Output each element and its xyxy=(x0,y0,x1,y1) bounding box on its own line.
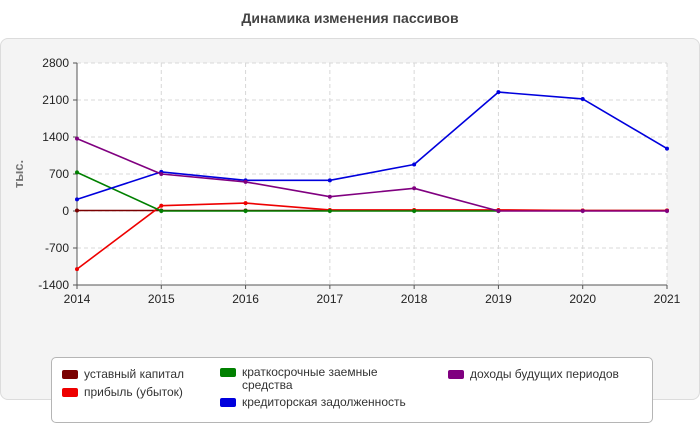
data-point[interactable] xyxy=(75,170,79,175)
x-tick-label: 2021 xyxy=(654,292,681,306)
y-tick-label: 2800 xyxy=(42,56,69,70)
data-point[interactable] xyxy=(75,208,79,213)
data-point[interactable] xyxy=(75,267,79,272)
legend-label: уставный капитал xyxy=(84,367,184,381)
series-line-4 xyxy=(76,137,667,212)
data-point[interactable] xyxy=(243,179,248,184)
y-tick-label: 2100 xyxy=(42,93,69,107)
data-point[interactable] xyxy=(327,194,332,199)
legend-label: кредиторская задолженность xyxy=(242,395,406,409)
data-point[interactable] xyxy=(243,201,248,206)
data-point[interactable] xyxy=(412,209,417,213)
data-point[interactable] xyxy=(496,209,501,213)
y-tick-label: -1400 xyxy=(38,278,69,292)
legend-swatch-pribyl-ubytok xyxy=(62,388,78,397)
data-point[interactable] xyxy=(243,209,248,213)
data-point[interactable] xyxy=(412,162,417,167)
y-axis-label: тыс. xyxy=(11,160,26,188)
legend-label: краткосрочные заемные средства xyxy=(242,365,378,392)
data-point[interactable] xyxy=(159,203,164,208)
series-line-3 xyxy=(76,91,668,201)
series-line-2 xyxy=(76,171,499,212)
data-point[interactable] xyxy=(327,178,332,183)
y-tick-label: 1400 xyxy=(42,130,69,144)
line-chart: -1400 -700 0 700 1400 2100 2800 2014 2015 2016 201… xyxy=(11,56,681,306)
legend-swatch-ustavny-kapital xyxy=(62,370,78,379)
legend-swatch-kreditorskaya-zadolzhennost xyxy=(220,398,236,407)
chart-panel: -1400 -700 0 700 1400 2100 2800 2014 2015 2016 201… xyxy=(0,38,700,423)
data-point[interactable] xyxy=(75,197,79,202)
legend-swatch-kratkosrochnye-zaemnye-sredstva xyxy=(220,368,236,377)
data-point[interactable] xyxy=(665,209,669,213)
chart-title: Динамика изменения пассивов xyxy=(241,10,459,26)
data-point[interactable] xyxy=(580,209,585,213)
x-tick-label: 2016 xyxy=(232,292,259,306)
x-tick-label: 2014 xyxy=(64,292,91,306)
data-point[interactable] xyxy=(159,209,164,213)
data-point[interactable] xyxy=(327,209,332,213)
legend-label: прибыль (убыток) xyxy=(84,385,183,399)
data-point[interactable] xyxy=(75,136,79,141)
x-tick-label: 2020 xyxy=(569,292,596,306)
y-tick-label: 0 xyxy=(62,204,69,218)
data-point[interactable] xyxy=(665,146,669,151)
legend-label: доходы будущих периодов xyxy=(470,367,619,381)
data-point[interactable] xyxy=(412,186,417,191)
data-point[interactable] xyxy=(159,172,164,176)
x-tick-label: 2018 xyxy=(401,292,428,306)
y-tick-label: 700 xyxy=(49,167,69,181)
data-point[interactable] xyxy=(580,96,585,101)
y-tick-label: -700 xyxy=(45,241,69,255)
x-tick-label: 2019 xyxy=(485,292,512,306)
x-tick-label: 2017 xyxy=(317,292,344,306)
chart-legend: уставный капитал прибыль (убыток) кратко… xyxy=(51,357,653,423)
legend-swatch-dokhody-budushchikh-periodov xyxy=(448,370,464,379)
x-tick-label: 2015 xyxy=(148,292,175,306)
data-point[interactable] xyxy=(496,90,501,95)
